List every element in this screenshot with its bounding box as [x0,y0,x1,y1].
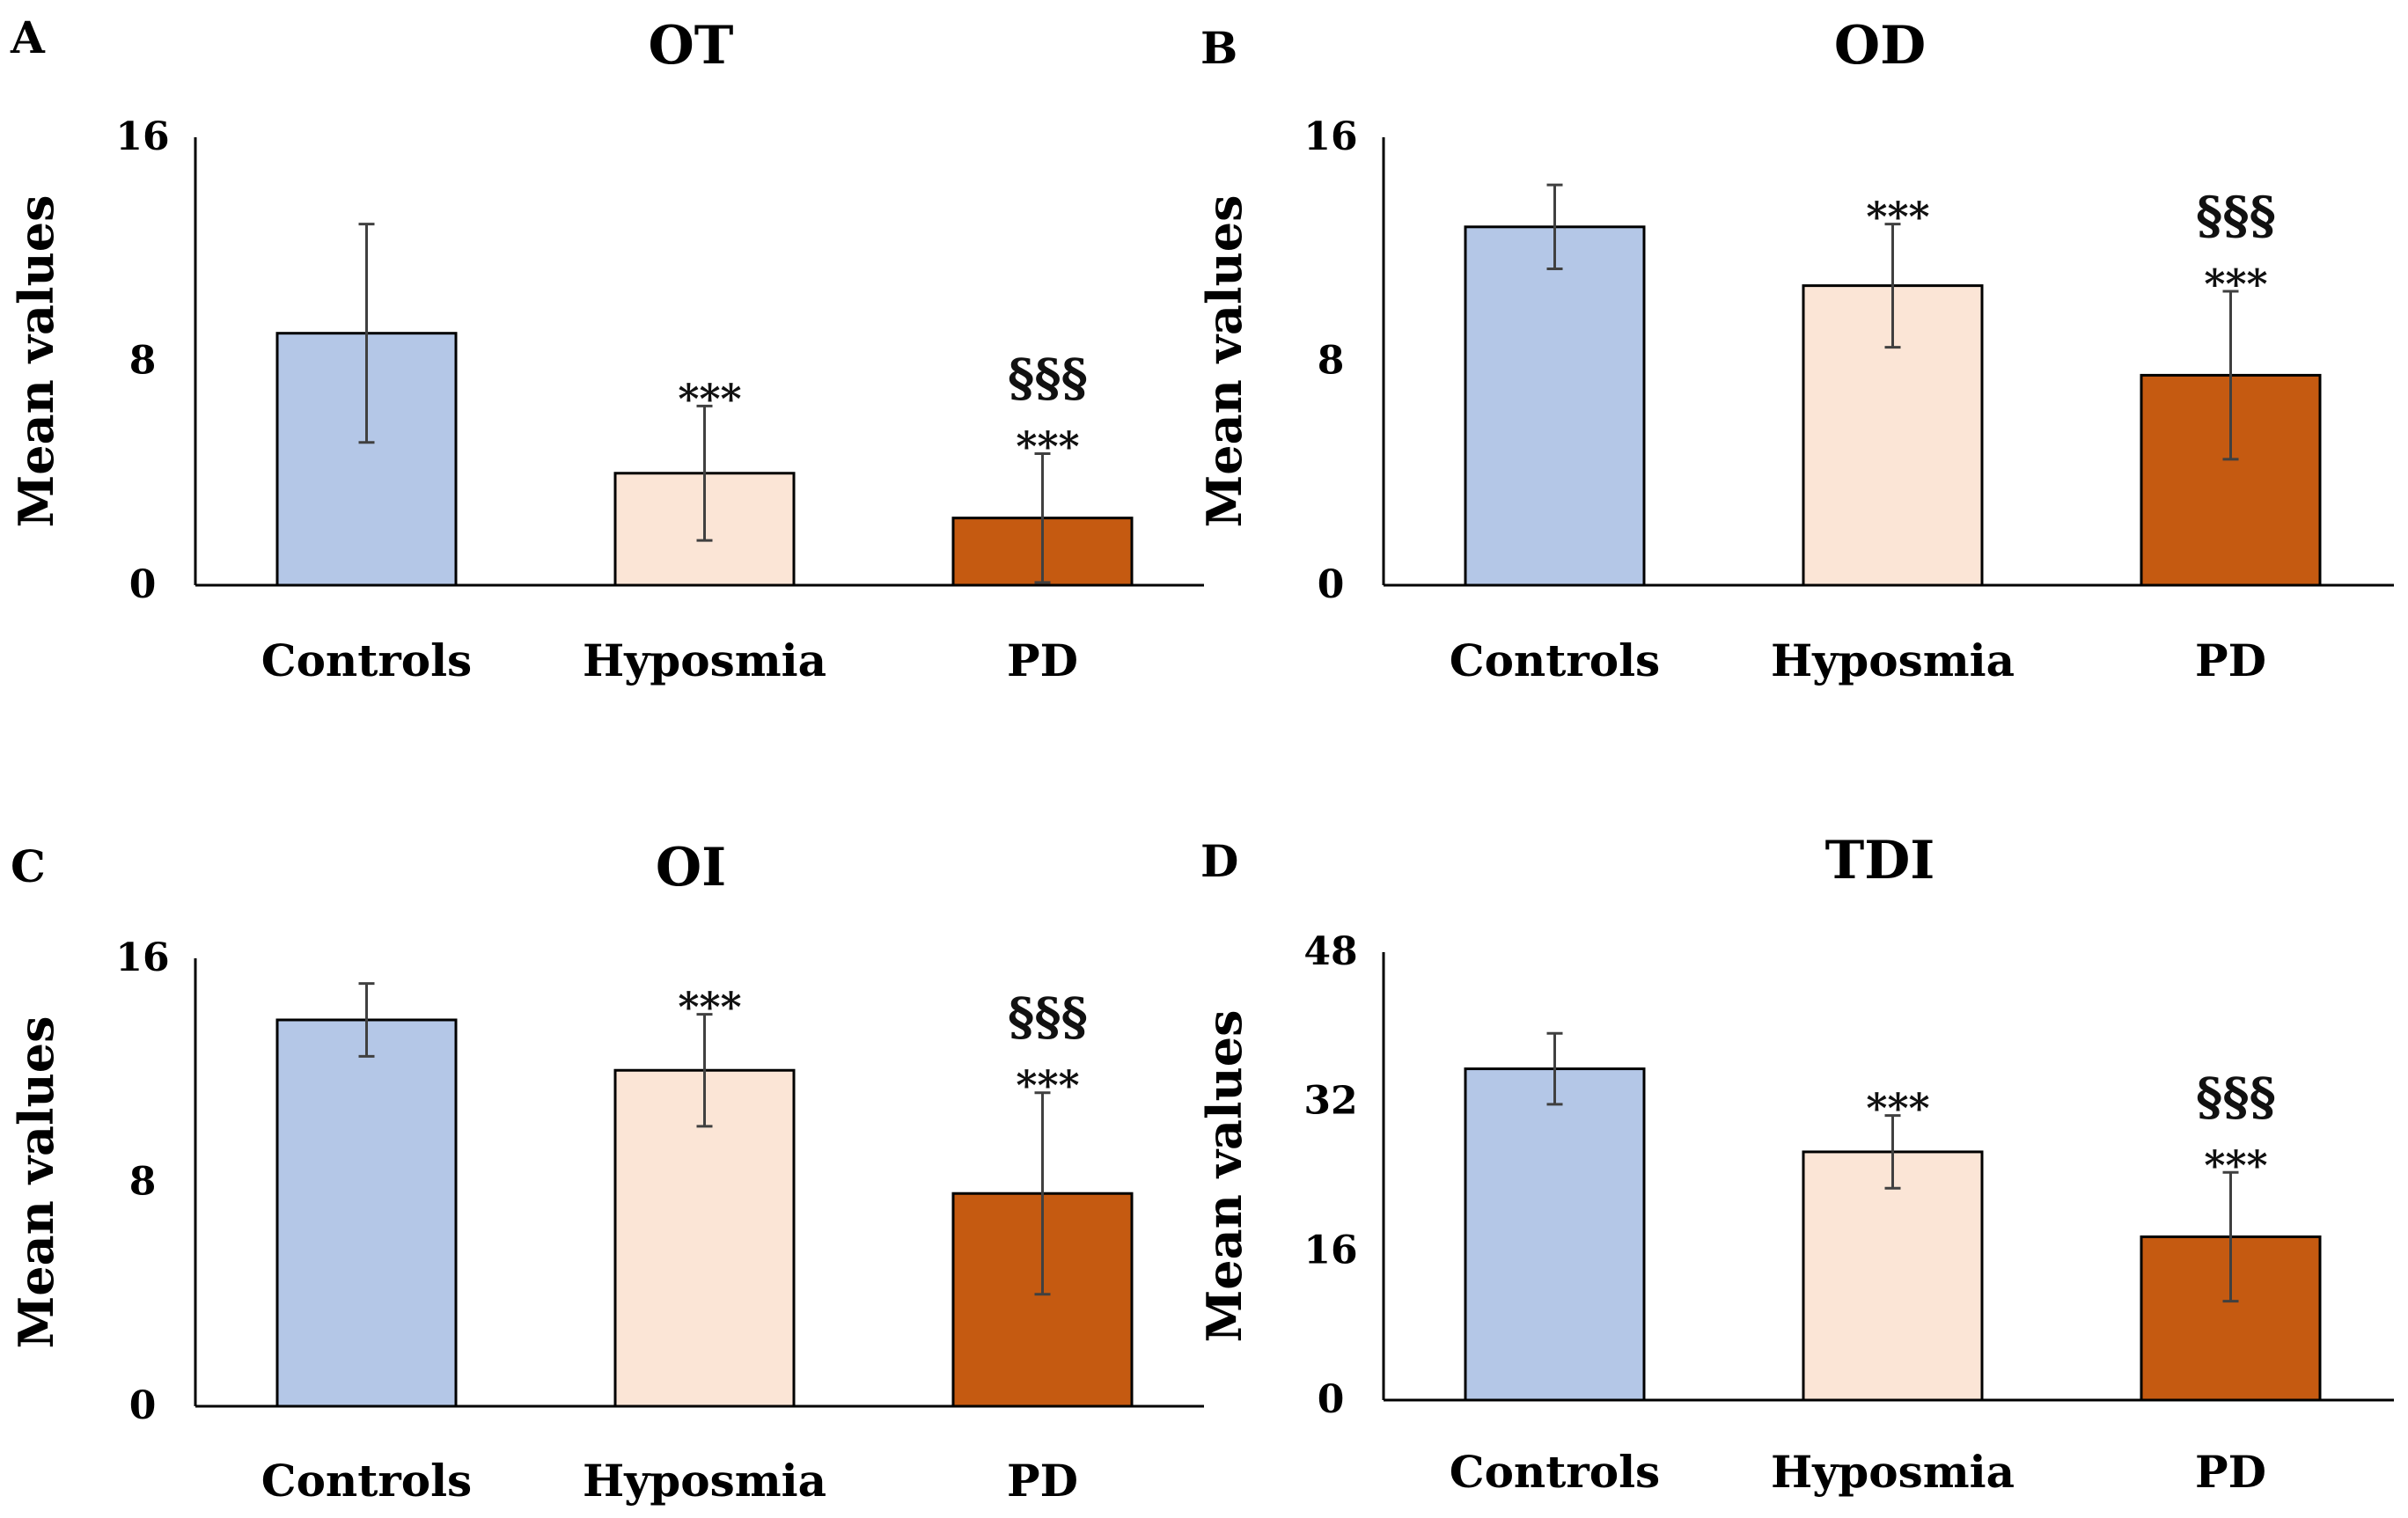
chart-title: TDI [1825,830,1935,891]
significance-stars: *** [1016,1062,1079,1110]
y-tick-label: 8 [1318,339,1345,384]
x-tick-label: Controls [261,1455,472,1507]
bar-controls [1464,1067,1646,1402]
bar-controls [275,1018,458,1408]
x-tick-label: Controls [1450,634,1660,686]
significance-stars: *** [678,984,741,1031]
x-tick-label: PD [1007,1455,1078,1507]
x-tick-label: Hyposmia [1771,1446,2015,1498]
x-tick-label: Controls [261,634,472,686]
panel-letter: A [10,11,46,63]
chart-title: OD [1834,15,1926,77]
panel-letter: D [1200,835,1238,887]
x-tick-label: PD [2195,1446,2266,1498]
x-tick-label: Hyposmia [583,1455,826,1507]
x-tick-label: PD [1007,634,1078,686]
panel-letter: C [11,840,46,892]
y-tick-label: 0 [129,562,157,607]
y-axis-label: Mean values [1196,1009,1252,1342]
y-tick-label: 32 [1303,1079,1357,1124]
y-tick-label: 0 [129,1383,157,1428]
significance-section-marker: §§§ [1008,987,1088,1047]
y-tick-label: 16 [115,114,169,159]
significance-section-marker: §§§ [1008,348,1088,407]
y-tick-label: 8 [129,339,157,384]
chart-panel-c: C OI Mean values 0 8 16 Controls *** Hyposmia §§§… [8,837,1204,1507]
chart-panel-a: A OT Mean values 0 8 16 Controls *** Hyposmia §§§… [8,11,1204,686]
y-tick-label: 16 [1303,114,1357,159]
significance-stars: *** [1016,422,1079,470]
significance-stars: *** [2204,1141,2267,1189]
y-axis-label: Mean values [8,1016,64,1348]
y-tick-label: 0 [1318,1377,1345,1422]
bar-controls [1464,225,1646,587]
y-tick-label: 48 [1303,929,1357,974]
significance-section-marker: §§§ [2196,186,2276,246]
y-tick-label: 16 [1303,1228,1357,1272]
chart-panel-b: B OD Mean values 0 8 16 Controls *** Hyposmia §§§… [1196,15,2394,686]
x-tick-label: Controls [1450,1446,1660,1498]
significance-stars: *** [1866,194,1929,241]
significance-stars: *** [678,375,741,422]
y-tick-label: 8 [129,1160,157,1205]
chart-panel-d: D TDI Mean values 0 16 32 48 Controls *** Hyposmi… [1196,830,2394,1498]
y-tick-label: 0 [1318,562,1345,607]
panel-letter: B [1200,22,1237,74]
y-tick-label: 16 [115,935,169,980]
x-tick-label: PD [2195,634,2266,686]
significance-section-marker: §§§ [2196,1067,2276,1126]
x-tick-label: Hyposmia [583,634,826,686]
significance-stars: *** [1866,1085,1929,1133]
chart-title: OT [649,15,734,77]
y-axis-label: Mean values [1196,194,1252,527]
y-axis-label: Mean values [8,194,64,527]
chart-title: OI [656,837,726,898]
significance-stars: *** [2204,260,2267,308]
x-tick-label: Hyposmia [1771,634,2015,686]
